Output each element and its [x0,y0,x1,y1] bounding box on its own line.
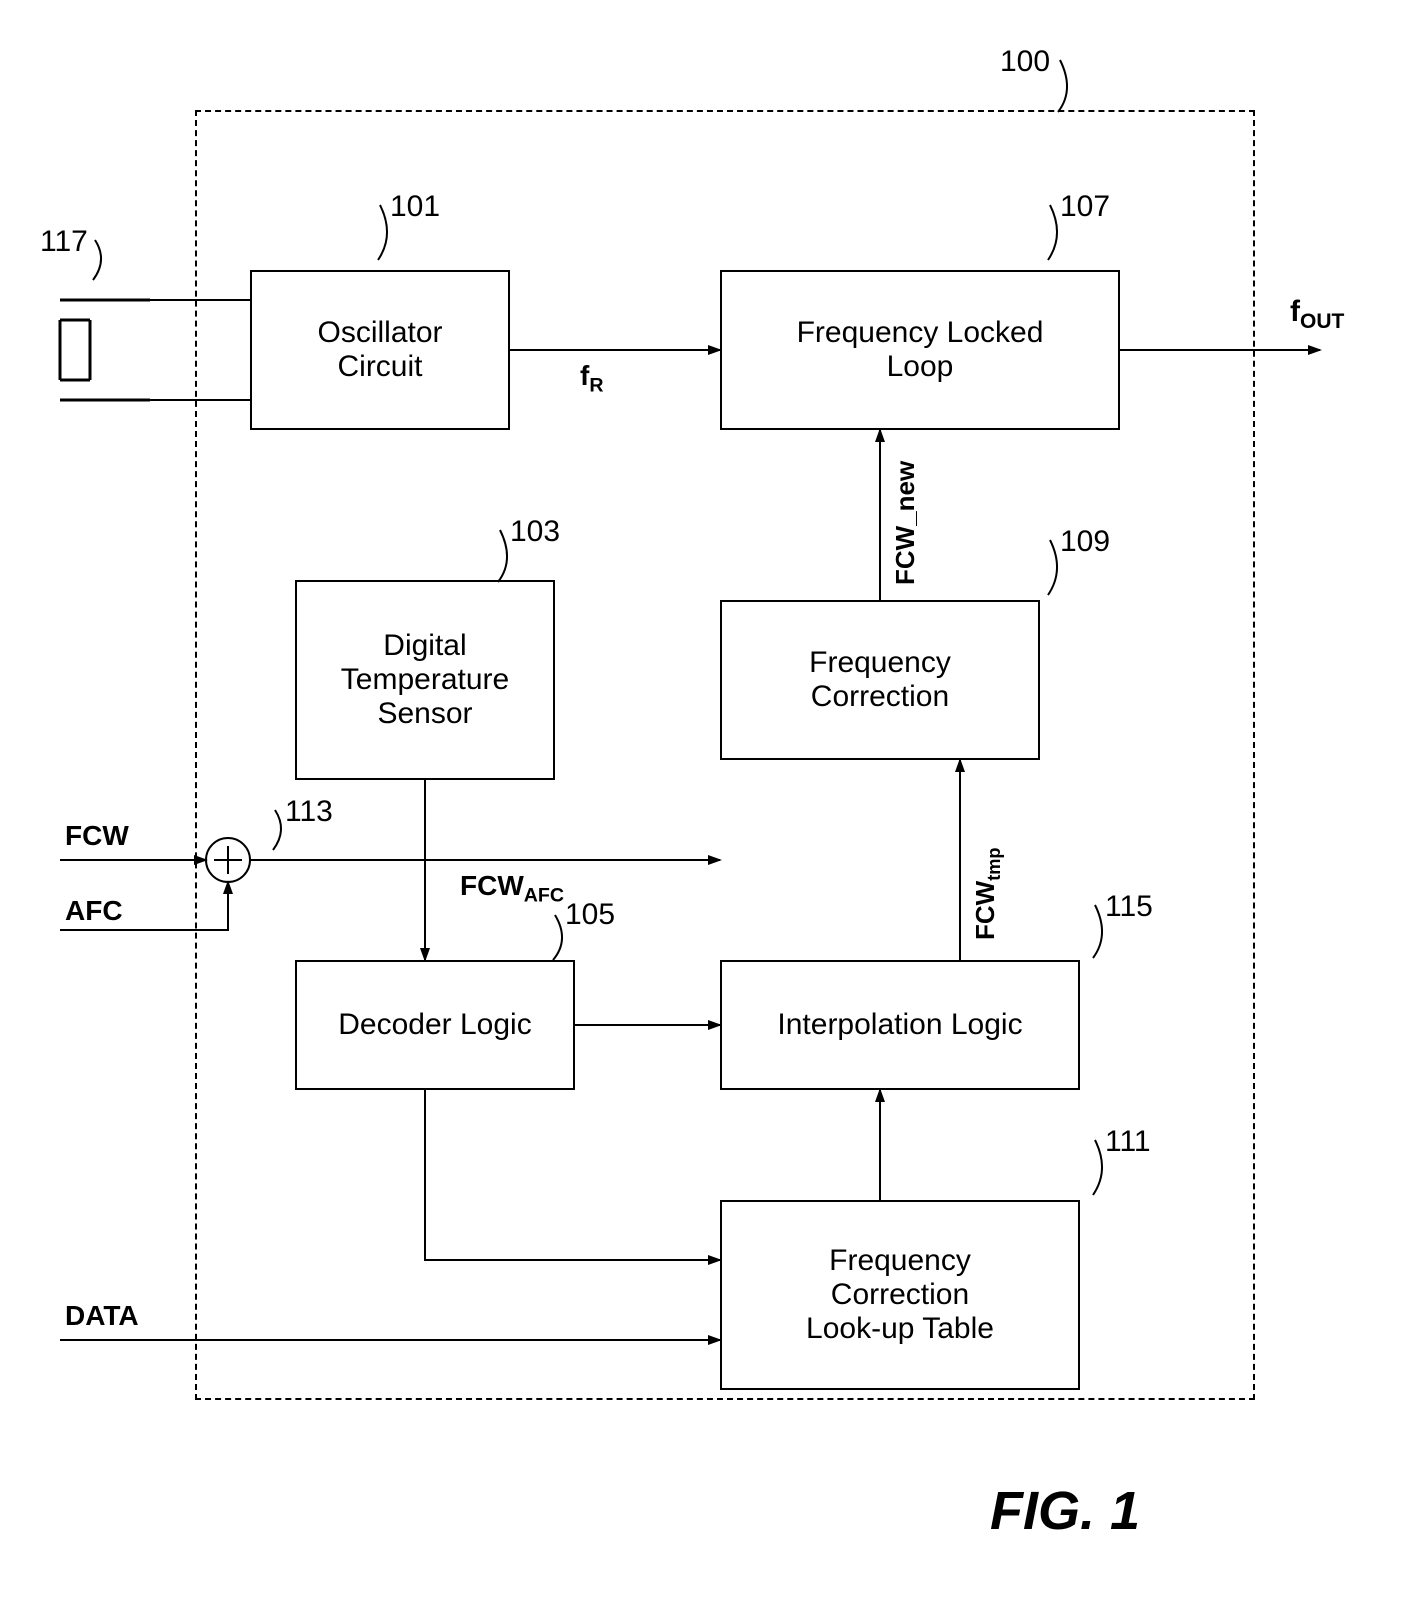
ref-103: 103 [510,515,560,549]
decoder-label: Decoder Logic [338,1008,531,1042]
decoder-block: Decoder Logic [295,960,575,1090]
ref-111: 111 [1105,1125,1151,1159]
freq-corr-label: Frequency Correction [809,646,951,714]
ref-100: 100 [1000,45,1050,79]
crystal-icon [35,270,155,430]
interp-block: Interpolation Logic [720,960,1080,1090]
lut-label: Frequency Correction Look-up Table [806,1244,994,1346]
dts-block: Digital Temperature Sensor [295,580,555,780]
ref-105: 105 [565,898,615,932]
freq-corr-block: Frequency Correction [720,600,1040,760]
ref-109: 109 [1060,525,1110,559]
ref-107: 107 [1060,190,1110,224]
signal-data: DATA [65,1300,139,1332]
oscillator-block: Oscillator Circuit [250,270,510,430]
signal-afc: AFC [65,895,123,927]
signal-fout: fOUT [1290,295,1344,334]
signal-fr: fR [580,360,603,398]
interp-label: Interpolation Logic [777,1008,1022,1042]
signal-fcw: FCW [65,820,129,852]
ref-101: 101 [390,190,440,224]
signal-fcw-tmp: FCWtmp [970,847,1005,940]
figure-label: FIG. 1 [990,1480,1140,1542]
dts-label: Digital Temperature Sensor [341,629,509,731]
oscillator-label: Oscillator Circuit [317,316,442,384]
fll-block: Frequency Locked Loop [720,270,1120,430]
ref-115: 115 [1105,890,1153,924]
signal-fcw-afc: FCWAFC [460,870,564,908]
ref-117: 117 [40,225,88,259]
ref-113: 113 [285,795,333,829]
diagram-canvas: FIG. 1 Oscillator Circuit Frequency Lock… [0,0,1421,1620]
lut-block: Frequency Correction Look-up Table [720,1200,1080,1390]
signal-fcw-new: FCW_new [890,461,921,585]
fll-label: Frequency Locked Loop [797,316,1044,384]
